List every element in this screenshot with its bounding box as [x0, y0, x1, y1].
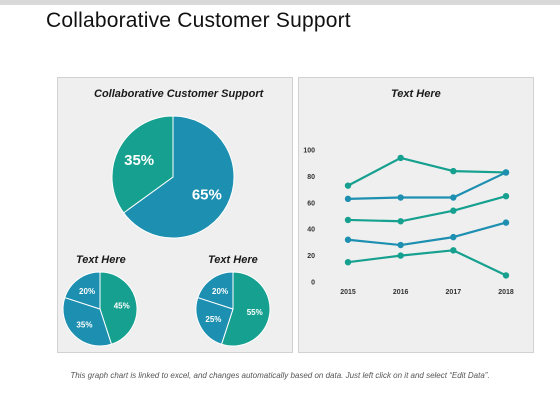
series-line-4 [346, 249, 508, 277]
y-tick-label-4: 80 [307, 174, 315, 181]
y-tick-label-5: 100 [303, 148, 315, 155]
main-pie-slice-1 [111, 115, 174, 214]
y-tick-label-3: 60 [307, 200, 315, 207]
series-4-point-0 [344, 259, 352, 266]
small-pie-1-slice-label-2: 20% [79, 287, 95, 296]
series-1-point-1 [397, 194, 404, 201]
y-tick-label-2: 40 [307, 227, 315, 234]
small-pie-2-title: Text Here [208, 254, 258, 266]
series-2-point-2 [450, 207, 457, 214]
main-pie-slice-label-0: 65% [192, 187, 222, 204]
main-pie-slice-label-1: 35% [124, 152, 154, 169]
series-4-point-2 [450, 247, 457, 254]
small-pie-1-slice-label-0: 45% [114, 301, 130, 310]
small-pie-2-slice-2 [197, 271, 234, 310]
small-pie-2-slice-label-1: 25% [205, 315, 221, 324]
small-pie-1-slice-1 [62, 296, 113, 347]
small-pie-2-slice-0 [220, 271, 271, 347]
series-1-point-2 [450, 194, 457, 201]
series-3-point-2 [450, 233, 457, 241]
footnote: This graph chart is linked to excel, and… [70, 371, 490, 380]
top-rule [0, 0, 560, 5]
series-line-2 [346, 195, 508, 223]
series-2-point-0 [344, 216, 352, 224]
main-pie-slice-0 [122, 115, 235, 239]
small-pie-1-slice-0 [99, 271, 138, 345]
small-pie-1-slice-2 [64, 271, 101, 310]
series-0-point-2 [450, 167, 457, 175]
x-tick-label-2: 2017 [446, 289, 462, 296]
small-pie-1-title: Text Here [76, 254, 126, 266]
series-3-point-1 [397, 241, 404, 249]
series-1-point-3 [502, 169, 510, 176]
small-pie-2-slice-1 [195, 296, 234, 345]
series-3-point-0 [344, 236, 352, 243]
small-pie-2-slice-label-0: 55% [247, 308, 263, 317]
series-4-point-1 [397, 252, 404, 259]
series-line-3 [346, 221, 508, 247]
series-2-point-1 [397, 218, 404, 225]
x-tick-label-0: 2015 [340, 289, 356, 296]
x-tick-label-3: 2018 [498, 289, 514, 296]
line-chart-title: Text Here [391, 88, 441, 100]
series-3-point-3 [502, 219, 510, 226]
series-line-1 [346, 171, 508, 200]
x-tick-label-1: 2016 [393, 289, 409, 296]
y-tick-label-0: 0 [311, 280, 315, 287]
series-0-point-1 [397, 154, 404, 162]
series-line-0 [346, 156, 508, 187]
series-4-point-3 [502, 272, 510, 279]
main-pie-title: Collaborative Customer Support [94, 88, 264, 100]
y-tick-label-1: 20 [307, 253, 315, 260]
series-2-point-3 [502, 193, 510, 200]
small-pie-1-slice-label-1: 35% [76, 320, 92, 329]
series-1-point-0 [344, 195, 352, 203]
small-pie-2-slice-label-2: 20% [212, 287, 228, 296]
page-title: Collaborative Customer Support [46, 9, 351, 32]
right-panel [298, 77, 534, 353]
series-0-point-0 [344, 182, 352, 189]
